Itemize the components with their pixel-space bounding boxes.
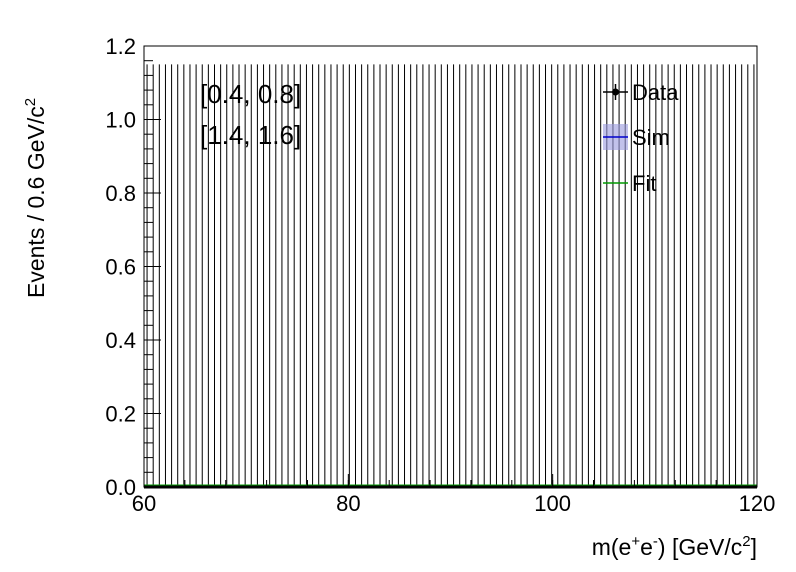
legend-label-fit: Fit xyxy=(632,171,656,196)
annotation-1: [0.4, 0.8] xyxy=(200,79,301,109)
y-axis-title: Events / 0.6 GeV/c2 xyxy=(22,98,49,298)
legend-data-marker xyxy=(603,84,628,100)
legend: Data Sim Fit xyxy=(603,80,679,196)
x-axis-title: m(e+e-) [GeV/c2] xyxy=(592,533,757,560)
annotation-2: [1.4, 1.6] xyxy=(200,120,301,150)
axes: 0.0 0.2 0.4 0.6 0.8 1.0 1.2 60 80 100 120 xyxy=(105,34,775,516)
legend-label-data: Data xyxy=(632,80,679,105)
x-tick-label: 60 xyxy=(132,491,156,516)
legend-sim-marker xyxy=(603,124,628,150)
y-tick-label: 1.2 xyxy=(105,34,136,59)
y-tick-label: 0.2 xyxy=(105,402,136,427)
y-tick-label: 1.0 xyxy=(105,108,136,133)
y-tick-label: 0.8 xyxy=(105,181,136,206)
x-tick-label: 80 xyxy=(336,491,360,516)
data-error-bars xyxy=(146,64,755,487)
y-tick-label: 0.6 xyxy=(105,255,136,280)
y-tick-label: 0.0 xyxy=(105,475,136,500)
x-tick-label: 120 xyxy=(739,491,776,516)
y-tick-label: 0.4 xyxy=(105,328,136,353)
legend-label-sim: Sim xyxy=(632,125,670,150)
x-tick-label: 100 xyxy=(534,491,571,516)
